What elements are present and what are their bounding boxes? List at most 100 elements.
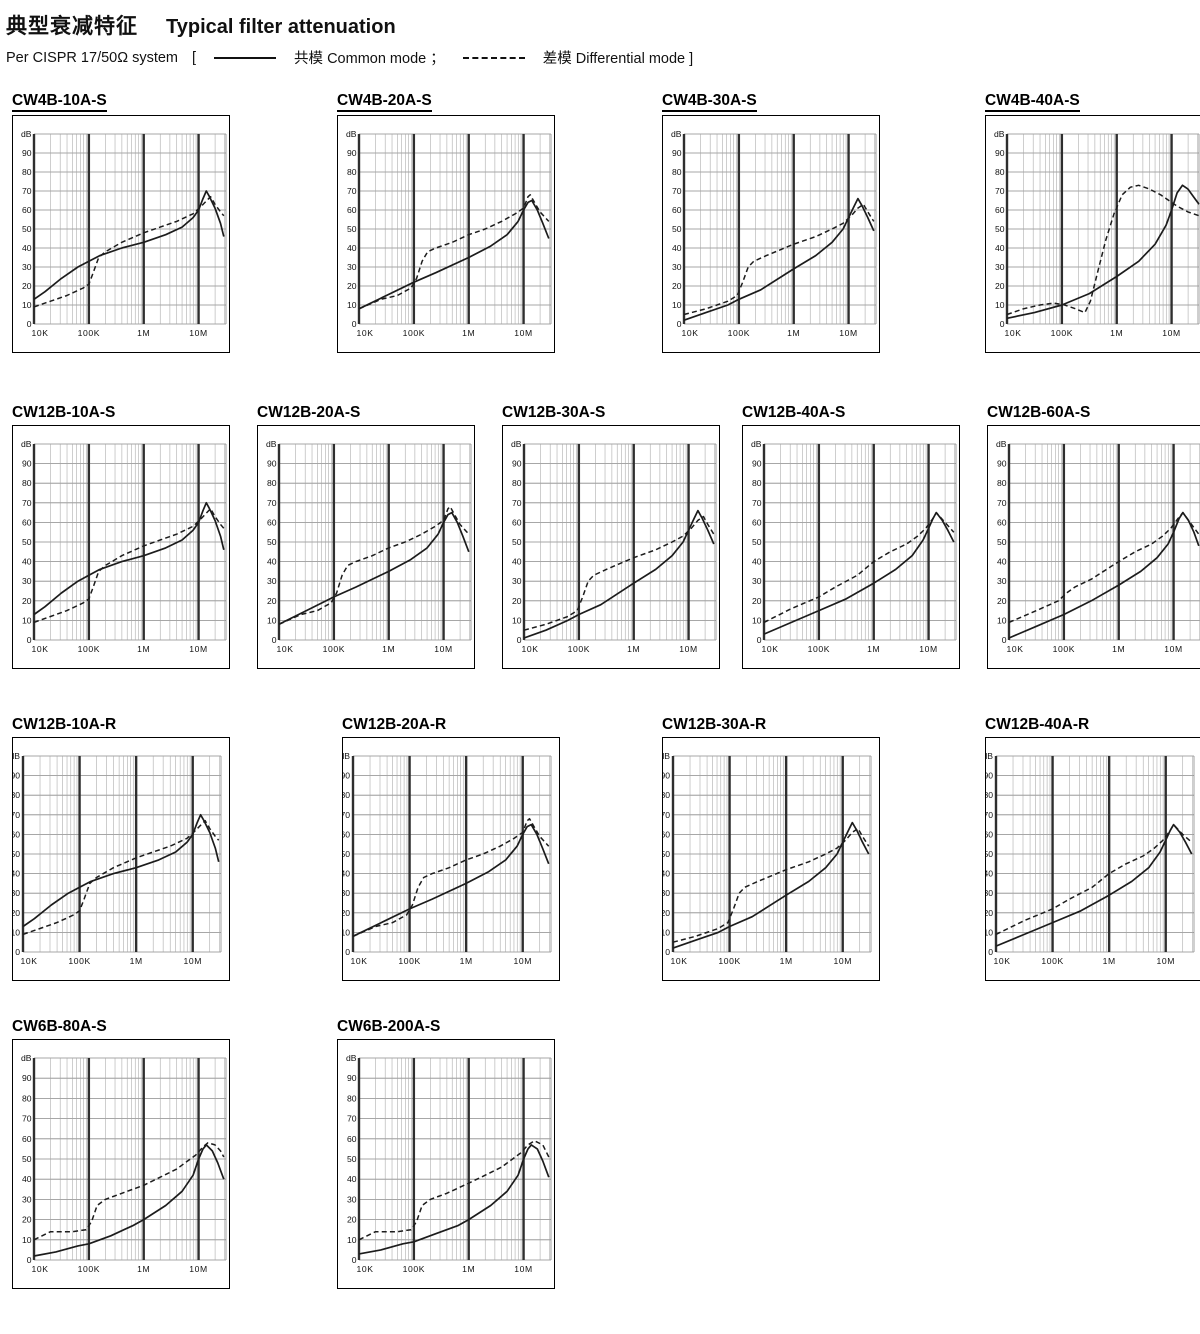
chart-title: CW6B-200A-S — [337, 1018, 441, 1035]
differential-mode-curve — [278, 505, 470, 625]
svg-text:10K: 10K — [20, 956, 37, 966]
svg-text:80: 80 — [997, 478, 1007, 488]
svg-text:100K: 100K — [403, 1264, 425, 1274]
svg-text:20: 20 — [995, 281, 1005, 291]
svg-text:80: 80 — [267, 478, 277, 488]
differential-mode-curve — [683, 203, 875, 316]
svg-text:30: 30 — [347, 1194, 357, 1204]
svg-text:0: 0 — [345, 947, 350, 957]
svg-text:50: 50 — [752, 537, 762, 547]
svg-text:20: 20 — [22, 281, 32, 291]
svg-text:30: 30 — [663, 888, 670, 898]
svg-text:100K: 100K — [1051, 328, 1073, 338]
svg-text:0: 0 — [272, 635, 277, 645]
solid-line-sample — [214, 56, 277, 59]
svg-text:dB: dB — [346, 129, 357, 139]
svg-text:90: 90 — [997, 459, 1007, 469]
svg-text:80: 80 — [22, 478, 32, 488]
common-mode-curve — [523, 509, 715, 639]
svg-text:60: 60 — [672, 205, 682, 215]
svg-text:10: 10 — [752, 615, 762, 625]
svg-text:10: 10 — [663, 927, 670, 937]
chart-title: CW12B-60A-S — [987, 404, 1091, 421]
svg-text:dB: dB — [13, 751, 20, 761]
svg-text:20: 20 — [752, 596, 762, 606]
svg-text:10: 10 — [343, 927, 350, 937]
common-mode-curve — [1006, 184, 1200, 320]
differential-mode-curve — [22, 819, 220, 936]
svg-text:dB: dB — [346, 1053, 357, 1063]
svg-text:10: 10 — [512, 615, 522, 625]
svg-text:70: 70 — [347, 1114, 357, 1124]
svg-text:40: 40 — [672, 243, 682, 253]
svg-text:10: 10 — [995, 300, 1005, 310]
svg-text:20: 20 — [347, 1215, 357, 1225]
attenuation-chart-cw12b-60a-s: CW12B-60A-S dB 90 80 70 60 50 40 30 20 10 0 10K 100K 1… — [987, 404, 1200, 669]
legend-common-mode: 共模 Common mode ； — [294, 51, 445, 67]
svg-text:dB: dB — [266, 439, 277, 449]
differential-mode-curve — [33, 1142, 225, 1241]
svg-text:30: 30 — [13, 888, 20, 898]
svg-text:10M: 10M — [833, 956, 852, 966]
svg-text:1M: 1M — [382, 644, 395, 654]
svg-text:30: 30 — [22, 1194, 32, 1204]
svg-text:10K: 10K — [993, 956, 1010, 966]
svg-text:70: 70 — [986, 810, 993, 820]
svg-text:100K: 100K — [403, 328, 425, 338]
page-title-zh: 典型衰减特征 — [6, 15, 138, 38]
page-title-en: Typical filter attenuation — [166, 16, 396, 38]
common-mode-curve — [672, 821, 870, 949]
svg-text:100K: 100K — [568, 644, 590, 654]
svg-text:10: 10 — [672, 300, 682, 310]
attenuation-chart-cw6b-200a-s: CW6B-200A-S dB 90 80 70 60 50 40 30 20 10 0 10K 100K 1… — [337, 1018, 555, 1289]
svg-text:dB: dB — [994, 129, 1005, 139]
svg-text:10K: 10K — [350, 956, 367, 966]
svg-text:1M: 1M — [462, 1264, 475, 1274]
svg-text:10K: 10K — [31, 644, 48, 654]
svg-text:90: 90 — [22, 1073, 32, 1083]
svg-text:50: 50 — [347, 224, 357, 234]
svg-text:10M: 10M — [513, 956, 532, 966]
common-mode-curve — [33, 190, 225, 300]
svg-text:60: 60 — [13, 829, 20, 839]
svg-text:10: 10 — [13, 927, 20, 937]
svg-text:90: 90 — [22, 459, 32, 469]
svg-text:20: 20 — [512, 596, 522, 606]
svg-text:10: 10 — [986, 927, 993, 937]
common-mode-curve — [33, 1144, 225, 1257]
differential-mode-curve — [33, 507, 225, 624]
svg-text:10K: 10K — [670, 956, 687, 966]
svg-text:50: 50 — [347, 1154, 357, 1164]
svg-text:50: 50 — [343, 849, 350, 859]
legend-bar: Per CISPR 17/50Ω system [ 共模 Common mode… — [6, 47, 1196, 68]
svg-text:100K: 100K — [728, 328, 750, 338]
common-mode-curve — [358, 1144, 550, 1255]
svg-text:90: 90 — [13, 771, 20, 781]
svg-text:dB: dB — [986, 751, 993, 761]
common-mode-curve — [683, 197, 875, 322]
svg-text:70: 70 — [13, 810, 20, 820]
differential-mode-curve — [33, 195, 225, 308]
svg-text:1M: 1M — [867, 644, 880, 654]
svg-text:10K: 10K — [521, 644, 538, 654]
differential-mode-curve — [352, 817, 550, 937]
svg-text:10K: 10K — [761, 644, 778, 654]
svg-text:70: 70 — [752, 498, 762, 508]
svg-text:90: 90 — [512, 459, 522, 469]
svg-text:dB: dB — [21, 129, 32, 139]
svg-text:0: 0 — [677, 319, 682, 329]
svg-text:50: 50 — [13, 849, 20, 859]
svg-text:10M: 10M — [514, 328, 533, 338]
svg-text:90: 90 — [663, 771, 670, 781]
svg-text:10M: 10M — [189, 644, 208, 654]
attenuation-chart-cw12b-40a-s: CW12B-40A-S dB 90 80 70 60 50 40 30 20 10 0 10K 100K 1… — [742, 404, 960, 669]
attenuation-chart-cw6b-80a-s: CW6B-80A-S dB 90 80 70 60 50 40 30 20 10 0 10K 100K 1M… — [12, 1018, 230, 1289]
svg-text:50: 50 — [995, 224, 1005, 234]
svg-text:0: 0 — [517, 635, 522, 645]
svg-text:1M: 1M — [460, 956, 473, 966]
svg-text:50: 50 — [22, 537, 32, 547]
